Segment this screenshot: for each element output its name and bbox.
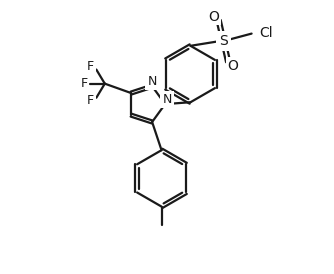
Text: O: O	[227, 59, 238, 73]
Text: F: F	[87, 60, 94, 73]
Text: O: O	[208, 10, 219, 24]
Text: S: S	[219, 34, 228, 48]
Text: N: N	[162, 93, 172, 106]
Text: F: F	[80, 77, 88, 90]
Text: Cl: Cl	[259, 26, 273, 40]
Text: F: F	[87, 94, 94, 107]
Text: N: N	[147, 75, 157, 88]
